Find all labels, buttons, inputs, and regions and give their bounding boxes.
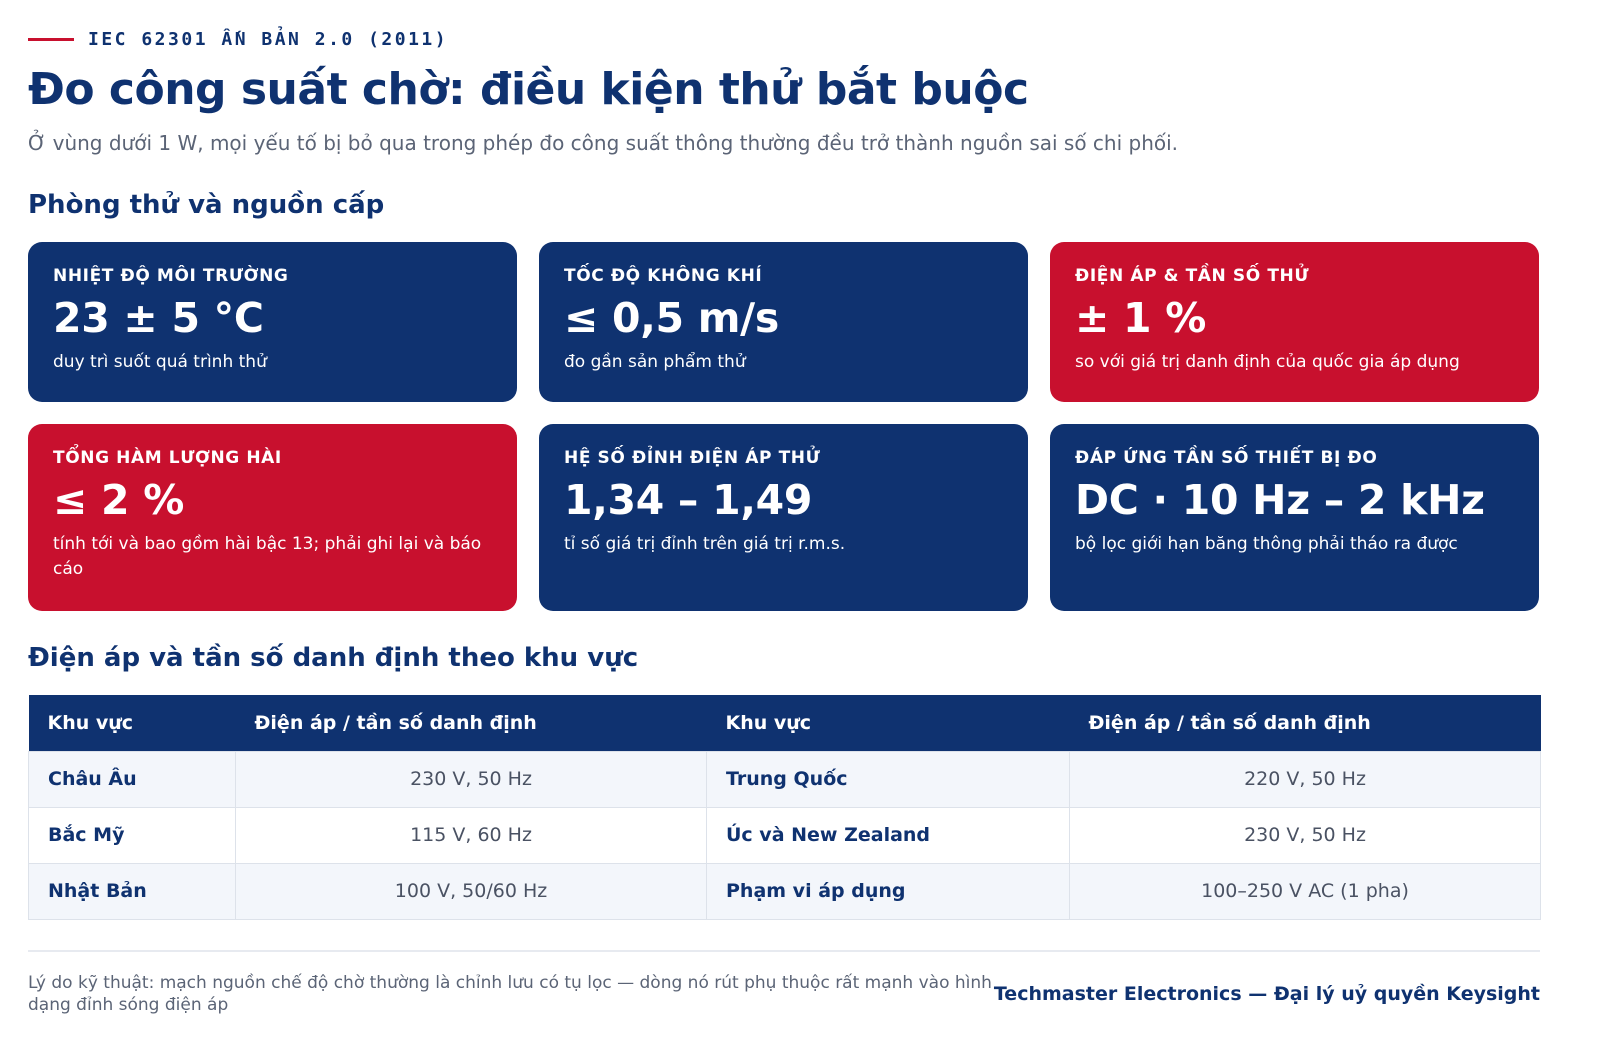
condition-card-test-voltage-frequency: Điện áp & tần số thử ± 1 % so với giá tr…: [1050, 242, 1539, 402]
card-label: Đáp ứng tần số thiết bị đo: [1075, 448, 1378, 468]
card-label: Tốc độ không khí: [564, 266, 763, 286]
card-value: DC · 10 Hz – 2 kHz: [1075, 476, 1485, 524]
card-label: Điện áp & tần số thử: [1075, 266, 1310, 286]
region-cell: Nhật Bản: [28, 862, 236, 920]
column-header-region: Khu vực: [706, 695, 1070, 751]
region-cell: Úc và New Zealand: [706, 806, 1070, 864]
card-value: 1,34 – 1,49: [564, 476, 813, 524]
nominal-cell: 230 V, 50 Hz: [1069, 806, 1541, 864]
card-note: duy trì suốt quá trình thử: [53, 352, 267, 372]
condition-card-air-speed: Tốc độ không khí ≤ 0,5 m/s đo gần sản ph…: [539, 242, 1028, 402]
condition-card-meter-frequency-response: Đáp ứng tần số thiết bị đo DC · 10 Hz – …: [1050, 424, 1539, 611]
footer-divider: [28, 950, 1540, 952]
page-title: Đo công suất chờ: điều kiện thử bắt buộc: [28, 64, 1029, 115]
card-value: ≤ 0,5 m/s: [564, 294, 779, 342]
card-label: Nhiệt độ môi trường: [53, 266, 289, 286]
region-cell: Phạm vi áp dụng: [706, 862, 1070, 920]
regional-voltage-table: Khu vực Điện áp / tần số danh định Khu v…: [28, 695, 1541, 920]
technical-footnote: Lý do kỹ thuật: mạch nguồn chế độ chờ th…: [28, 973, 992, 1015]
region-cell: Bắc Mỹ: [28, 806, 236, 864]
eyebrow: IEC 62301 ẤN BẢN 2.0 (2011): [28, 29, 448, 50]
nominal-cell: 220 V, 50 Hz: [1069, 750, 1541, 808]
card-label: Tổng hàm lượng hài: [53, 448, 282, 468]
nominal-cell: 115 V, 60 Hz: [235, 806, 707, 864]
card-note: tính tới và bao gồm hài bậc 13; phải ghi…: [53, 534, 482, 579]
region-cell: Châu Âu: [28, 750, 236, 808]
condition-card-crest-factor: Hệ số đỉnh điện áp thử 1,34 – 1,49 tỉ số…: [539, 424, 1028, 611]
region-cell: Trung Quốc: [706, 750, 1070, 808]
table-row: Châu Âu 230 V, 50 Hz Trung Quốc 220 V, 5…: [28, 750, 1541, 808]
conditions-heading: Phòng thử và nguồn cấp: [28, 190, 385, 220]
conditions-grid: Nhiệt độ môi trường 23 ± 5 °C duy trì su…: [28, 242, 1540, 611]
nominal-cell: 100 V, 50/60 Hz: [235, 862, 707, 920]
accent-rule: [28, 38, 74, 41]
card-note: so với giá trị danh định của quốc gia áp…: [1075, 352, 1460, 372]
card-value: ± 1 %: [1075, 294, 1207, 342]
standard-label: IEC 62301 ẤN BẢN 2.0 (2011): [88, 29, 449, 50]
card-label: Hệ số đỉnh điện áp thử: [564, 448, 821, 468]
column-header-nominal: Điện áp / tần số danh định: [1069, 695, 1541, 751]
nominal-cell: 100–250 V AC (1 pha): [1069, 862, 1541, 920]
page-subtitle: Ở vùng dưới 1 W, mọi yếu tố bị bỏ qua tr…: [28, 131, 1179, 155]
condition-card-total-harmonic-content: Tổng hàm lượng hài ≤ 2 % tính tới và bao…: [28, 424, 517, 611]
brand-credit: Techmaster Electronics — Đại lý uỷ quyền…: [993, 983, 1540, 1005]
card-note: bộ lọc giới hạn băng thông phải tháo ra …: [1075, 534, 1458, 554]
regional-table-heading: Điện áp và tần số danh định theo khu vực: [28, 643, 639, 673]
table-header-row: Khu vực Điện áp / tần số danh định Khu v…: [28, 695, 1541, 751]
card-value: ≤ 2 %: [53, 476, 185, 524]
card-note: đo gần sản phẩm thử: [564, 352, 746, 372]
table-row: Nhật Bản 100 V, 50/60 Hz Phạm vi áp dụng…: [28, 862, 1541, 920]
column-header-nominal: Điện áp / tần số danh định: [235, 695, 707, 751]
card-note: tỉ số giá trị đỉnh trên giá trị r.m.s.: [564, 534, 846, 554]
card-value: 23 ± 5 °C: [53, 294, 264, 342]
condition-card-ambient-temperature: Nhiệt độ môi trường 23 ± 5 °C duy trì su…: [28, 242, 517, 402]
column-header-region: Khu vực: [28, 695, 236, 751]
table-row: Bắc Mỹ 115 V, 60 Hz Úc và New Zealand 23…: [28, 806, 1541, 864]
nominal-cell: 230 V, 50 Hz: [235, 750, 707, 808]
